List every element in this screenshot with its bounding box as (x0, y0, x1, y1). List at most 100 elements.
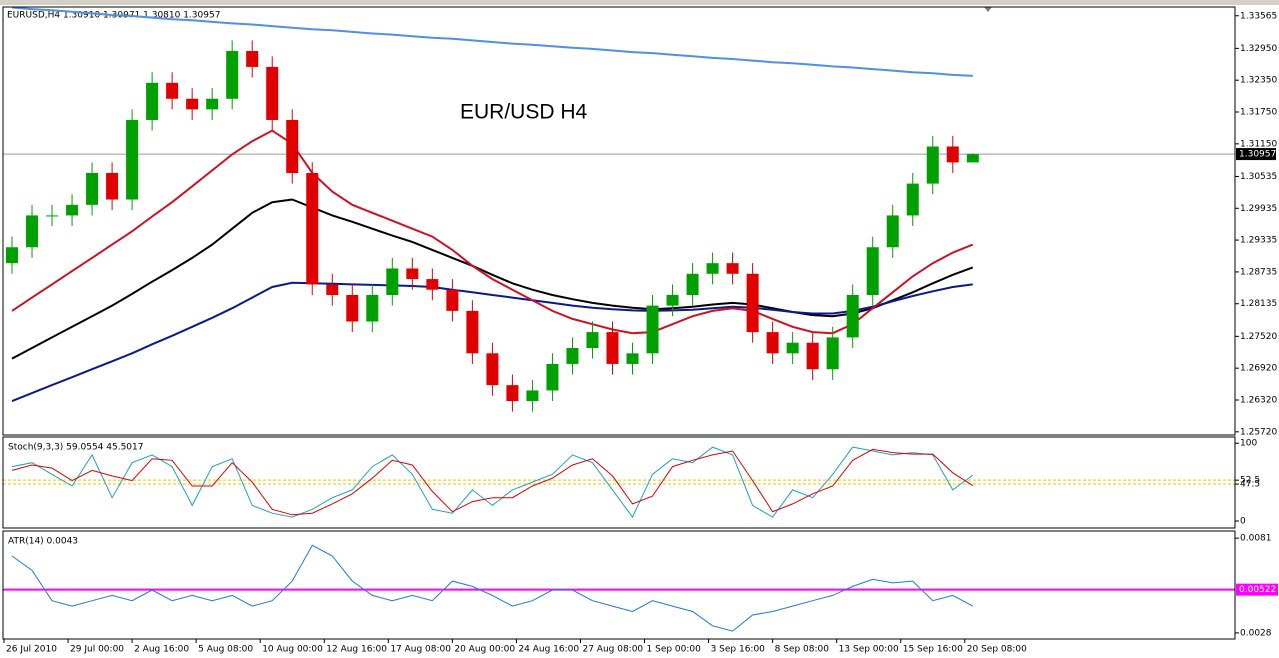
x-tick-label: 3 Sep 16:00 (711, 645, 766, 655)
y-tick-label: 1.27520 (1240, 332, 1277, 342)
pane-border (2, 436, 1236, 529)
candle-body (686, 273, 699, 295)
candle-body (306, 173, 319, 285)
atr-header: ATR(14) 0.0043 (8, 537, 78, 547)
pane (3, 7, 1235, 412)
y-tick-label: 1.28135 (1240, 299, 1277, 309)
series-line (11, 446, 974, 519)
x-tick-label: 20 Sep 08:00 (967, 645, 1027, 655)
x-tick-label: 2 Aug 16:00 (134, 645, 189, 655)
window-bar (0, 0, 1279, 5)
candle-body (786, 342, 799, 354)
candle-body (966, 154, 979, 163)
x-tick-label: 15 Sep 16:00 (903, 645, 963, 655)
candle-body (466, 310, 479, 354)
pane (3, 446, 1235, 519)
series-line (11, 129, 974, 335)
level-label: 0.00522 (1239, 585, 1276, 595)
series-line (11, 544, 974, 632)
candle-body (606, 332, 619, 364)
candle-body (146, 82, 159, 120)
x-tick-label: 24 Aug 16:00 (518, 645, 579, 655)
y-tick-label: 1.25720 (1240, 427, 1277, 437)
stoch-header: Stoch(9,3,3) 59.0554 45.5017 (8, 443, 143, 453)
current-price-label: 1.30957 (1239, 150, 1276, 160)
x-tick-label: 13 Sep 00:00 (839, 645, 899, 655)
series-line (11, 281, 973, 403)
candle-body (246, 51, 259, 67)
y-tick-label: 0.0028 (1240, 628, 1272, 638)
candle-body (666, 294, 679, 306)
y-tick-label: 1.32350 (1240, 76, 1277, 86)
candle-body (346, 294, 359, 322)
level-label-bg (1236, 583, 1278, 596)
candle-body (846, 294, 859, 338)
y-tick-label: 100 (1240, 439, 1257, 449)
current-price-bg (1236, 148, 1276, 161)
candle-body (726, 263, 739, 274)
y-tick-label: 1.29335 (1240, 236, 1277, 246)
candle-body (106, 173, 119, 200)
candle-body (866, 247, 879, 295)
pane-border (2, 530, 1236, 640)
candle-body (626, 353, 639, 364)
candle-body (706, 263, 719, 274)
x-tick-label: 1 Sep 00:00 (647, 645, 702, 655)
candle-body (226, 51, 239, 99)
candle-body (906, 183, 919, 216)
x-tick-label: 26 Jul 2010 (6, 645, 57, 655)
y-tick-label: 1.28735 (1240, 267, 1277, 277)
candle-body (526, 390, 539, 402)
y-tick-label: 52.5 (1240, 476, 1260, 486)
pane (3, 544, 1235, 632)
candle-body (126, 119, 139, 200)
x-tick-label: 12 Aug 16:00 (326, 645, 387, 655)
candle-body (886, 215, 899, 248)
candle-body (366, 294, 379, 322)
shift-marker (984, 7, 992, 12)
candle-body (506, 385, 519, 402)
candle-body (746, 273, 759, 333)
x-tick-label: 27 Aug 08:00 (582, 645, 643, 655)
candle-body (426, 279, 439, 290)
y-tick-label: 47.5 (1240, 480, 1260, 490)
candle-body (486, 353, 499, 386)
series-line (11, 448, 974, 516)
candle-body (826, 337, 839, 370)
y-tick-label: 0 (1240, 517, 1246, 527)
candle-body (166, 82, 179, 99)
x-tick-label: 20 Aug 00:00 (454, 645, 515, 655)
candle-body (646, 305, 659, 354)
candle-body (266, 66, 279, 120)
candle-body (586, 332, 599, 349)
candle-body (446, 289, 459, 311)
candle-body (566, 348, 579, 364)
x-tick-label: 29 Jul 00:00 (70, 645, 124, 655)
y-tick-label: 1.26920 (1240, 364, 1277, 374)
x-tick-label: 10 Aug 00:00 (262, 645, 323, 655)
candle-body (546, 363, 559, 391)
series-line (11, 7, 973, 77)
y-tick-label: 1.32950 (1240, 44, 1277, 54)
x-tick-label: 8 Sep 08:00 (775, 645, 830, 655)
candle-body (6, 247, 19, 264)
candle-body (186, 98, 199, 110)
candle-body (406, 268, 419, 280)
x-tick-label: 17 Aug 08:00 (390, 645, 451, 655)
candle-body (946, 146, 959, 163)
pane-border (2, 6, 1236, 436)
y-tick-label: 1.30535 (1240, 172, 1277, 182)
y-tick-label: 0.0081 (1240, 534, 1272, 544)
y-tick-label: 1.31750 (1240, 108, 1277, 118)
candle-body (46, 215, 59, 217)
series-line (11, 198, 974, 360)
candle-body (806, 342, 819, 370)
annotation: EUR/USD H4 (460, 101, 588, 124)
y-tick-label: 1.33565 (1240, 11, 1277, 21)
x-tick-label: 5 Aug 08:00 (198, 645, 253, 655)
y-tick-label: 1.29935 (1240, 204, 1277, 214)
candle-body (766, 332, 779, 354)
